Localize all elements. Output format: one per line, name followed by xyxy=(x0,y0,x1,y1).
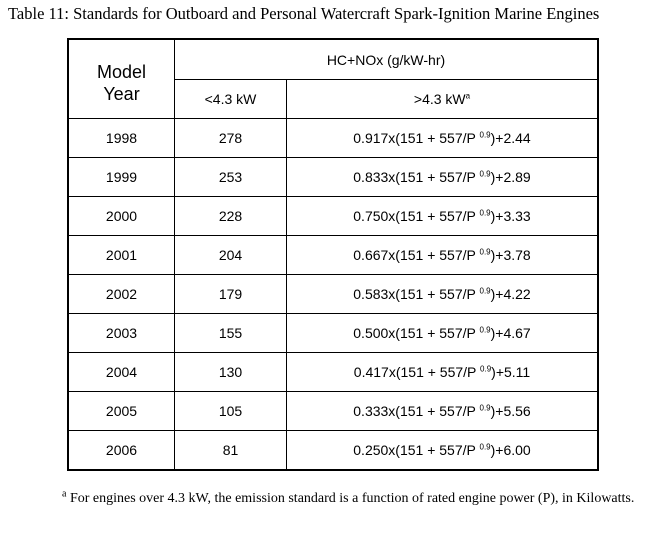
table-caption: Table 11: Standards for Outboard and Per… xyxy=(8,4,600,23)
formula-suffix: )+6.00 xyxy=(490,442,531,458)
table-body: 1998 278 0.917x(151 + 557/P 0.9)+2.44 1999 2… xyxy=(67,118,599,471)
formula-suffix: )+4.67 xyxy=(490,325,531,341)
table-row: 2003 155 0.500x(151 + 557/P 0.9)+4.67 xyxy=(67,313,599,353)
model-year-cell: 2003 xyxy=(67,313,175,353)
formula-exponent: 0.9 xyxy=(479,325,491,335)
formula-suffix: )+5.56 xyxy=(490,403,531,419)
table-row: 2005 105 0.333x(151 + 557/P 0.9)+5.56 xyxy=(67,391,599,431)
low-power-header: <4.3 kW xyxy=(174,79,287,119)
header-row-sub: <4.3 kW >4.3 kWa xyxy=(68,79,599,119)
model-year-cell: 2006 xyxy=(67,430,175,471)
high-power-formula-cell: 0.500x(151 + 557/P 0.9)+4.67 xyxy=(286,313,599,353)
footnote-marker: a xyxy=(465,91,471,101)
low-power-value-cell: 130 xyxy=(174,352,287,392)
high-power-formula-cell: 0.583x(151 + 557/P 0.9)+4.22 xyxy=(286,274,599,314)
high-power-formula-cell: 0.250x(151 + 557/P 0.9)+6.00 xyxy=(286,430,599,471)
low-power-value-cell: 253 xyxy=(174,157,287,197)
table-row: 2002 179 0.583x(151 + 557/P 0.9)+4.22 xyxy=(67,274,599,314)
table-header: Model Year HC+NOx (g/kW-hr) <4.3 kW >4.3… xyxy=(67,38,599,119)
model-year-cell: 1998 xyxy=(67,118,175,158)
low-power-value-cell: 204 xyxy=(174,235,287,275)
model-year-cell: 2001 xyxy=(67,235,175,275)
high-power-header-label: >4.3 kW xyxy=(413,91,466,107)
formula-prefix: 0.583x(151 + 557/P xyxy=(353,286,480,302)
model-year-header-line2: Year xyxy=(103,84,140,104)
formula-prefix: 0.417x(151 + 557/P xyxy=(353,364,481,380)
formula-prefix: 0.667x(151 + 557/P xyxy=(353,247,480,263)
formula-exponent: 0.9 xyxy=(479,442,491,452)
table-row: 2006 81 0.250x(151 + 557/P 0.9)+6.00 xyxy=(67,430,599,471)
model-year-header: Model Year xyxy=(67,38,175,119)
low-power-value-cell: 155 xyxy=(174,313,287,353)
high-power-header: >4.3 kWa xyxy=(286,79,599,119)
formula-prefix: 0.500x(151 + 557/P xyxy=(353,325,480,341)
model-year-cell: 2002 xyxy=(67,274,175,314)
standards-table: Model Year HC+NOx (g/kW-hr) <4.3 kW >4.3… xyxy=(67,38,599,471)
low-power-value-cell: 278 xyxy=(174,118,287,158)
formula-suffix: )+2.89 xyxy=(490,169,531,185)
low-power-value-cell: 179 xyxy=(174,274,287,314)
formula-prefix: 0.250x(151 + 557/P xyxy=(353,442,480,458)
table-row: 2001 204 0.667x(151 + 557/P 0.9)+3.78 xyxy=(67,235,599,275)
high-power-formula-cell: 0.833x(151 + 557/P 0.9)+2.89 xyxy=(286,157,599,197)
formula-exponent: 0.9 xyxy=(479,286,491,296)
formula-exponent: 0.9 xyxy=(479,130,491,140)
formula-suffix: )+4.22 xyxy=(490,286,531,302)
footnote-text: For engines over 4.3 kW, the emission st… xyxy=(66,491,635,506)
low-power-value-cell: 81 xyxy=(174,430,287,471)
high-power-formula-cell: 0.333x(151 + 557/P 0.9)+5.56 xyxy=(286,391,599,431)
formula-suffix: )+3.78 xyxy=(490,247,531,263)
formula-prefix: 0.833x(151 + 557/P xyxy=(353,169,480,185)
model-year-cell: 2000 xyxy=(67,196,175,236)
low-power-value-cell: 228 xyxy=(174,196,287,236)
formula-prefix: 0.917x(151 + 557/P xyxy=(353,130,480,146)
low-power-value-cell: 105 xyxy=(174,391,287,431)
table-row: 1998 278 0.917x(151 + 557/P 0.9)+2.44 xyxy=(67,118,599,158)
model-year-cell: 2004 xyxy=(67,352,175,392)
high-power-formula-cell: 0.750x(151 + 557/P 0.9)+3.33 xyxy=(286,196,599,236)
formula-exponent: 0.9 xyxy=(479,208,491,218)
footnote: a For engines over 4.3 kW, the emission … xyxy=(62,488,652,509)
model-year-cell: 1999 xyxy=(67,157,175,197)
formula-exponent: 0.9 xyxy=(479,169,491,179)
formula-prefix: 0.750x(151 + 557/P xyxy=(353,208,480,224)
formula-prefix: 0.333x(151 + 557/P xyxy=(353,403,480,419)
table-row: 2000 228 0.750x(151 + 557/P 0.9)+3.33 xyxy=(67,196,599,236)
footnote-mark: a xyxy=(62,488,67,500)
model-year-header-line1: Model xyxy=(96,62,147,82)
hc-nox-header: HC+NOx (g/kW-hr) xyxy=(174,38,599,80)
formula-suffix: )+3.33 xyxy=(490,208,531,224)
high-power-formula-cell: 0.667x(151 + 557/P 0.9)+3.78 xyxy=(286,235,599,275)
table-row: 1999 253 0.833x(151 + 557/P 0.9)+2.89 xyxy=(67,157,599,197)
table-row: 2004 130 0.417x(151 + 557/P 0.9)+5.11 xyxy=(67,352,599,392)
high-power-formula-cell: 0.417x(151 + 557/P 0.9)+5.11 xyxy=(286,352,599,392)
formula-exponent: 0.9 xyxy=(479,403,491,413)
high-power-formula-cell: 0.917x(151 + 557/P 0.9)+2.44 xyxy=(286,118,599,158)
formula-suffix: )+5.11 xyxy=(491,364,531,380)
header-row-top: Model Year HC+NOx (g/kW-hr) xyxy=(67,38,599,119)
formula-exponent: 0.9 xyxy=(479,247,491,257)
formula-exponent: 0.9 xyxy=(480,364,492,374)
model-year-cell: 2005 xyxy=(67,391,175,431)
formula-suffix: )+2.44 xyxy=(490,130,531,146)
